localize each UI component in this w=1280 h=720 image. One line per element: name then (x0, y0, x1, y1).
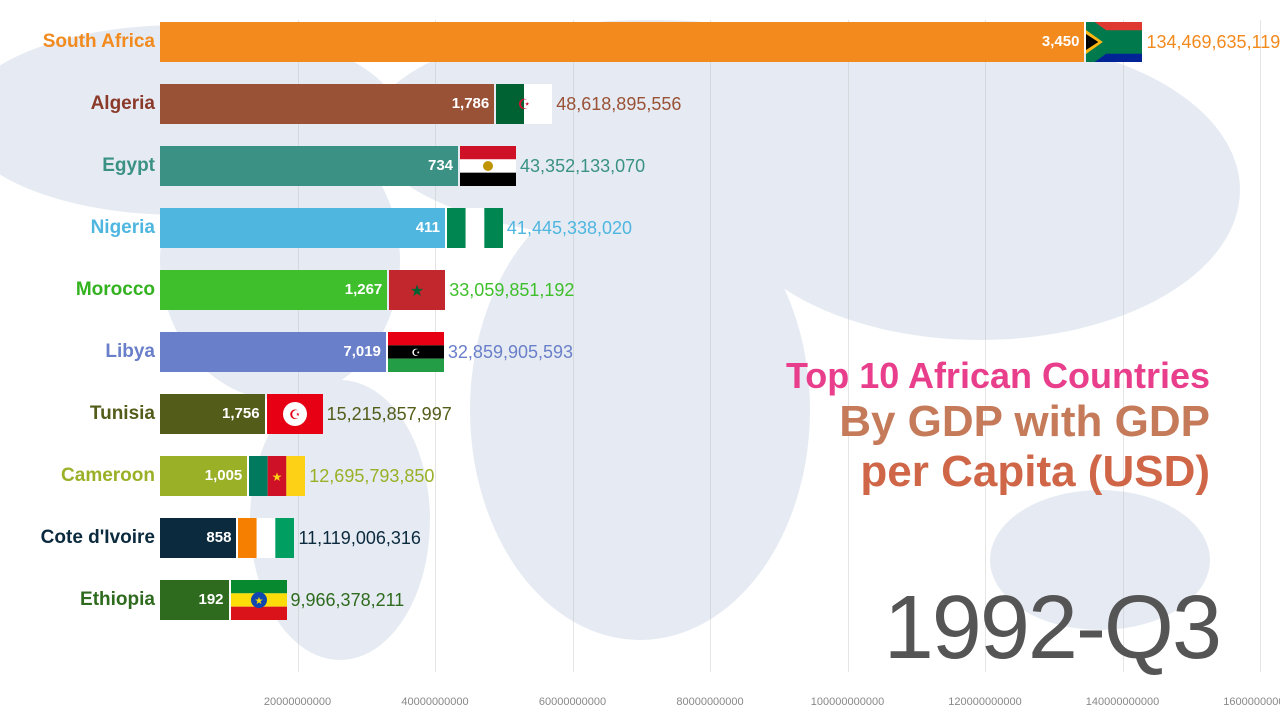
per-capita-value: 3,450 (1029, 33, 1079, 50)
title-line-3: per Capita (USD) (786, 447, 1210, 497)
country-label: Morocco (0, 279, 155, 301)
per-capita-value: 1,005 (192, 467, 242, 484)
svg-text:★: ★ (254, 596, 263, 607)
gdp-value: 134,469,635,119 (1146, 32, 1280, 53)
flag-icon: ☪ (388, 332, 444, 372)
svg-text:☪: ☪ (518, 96, 531, 112)
flag-icon: ★ (389, 270, 445, 310)
gdp-value: 48,618,895,556 (556, 94, 681, 115)
per-capita-value: 858 (181, 529, 231, 546)
country-label: Tunisia (0, 403, 155, 425)
svg-text:★: ★ (410, 283, 424, 300)
svg-text:☪: ☪ (289, 407, 301, 422)
flag-icon: ★ (249, 456, 305, 496)
axis-tick: 80000000000 (676, 696, 743, 708)
gdp-value: 41,445,338,020 (507, 218, 632, 239)
x-axis: 2000000000040000000000600000000008000000… (160, 689, 1260, 690)
svg-text:★: ★ (272, 470, 283, 484)
flag-icon: ☪ (496, 84, 552, 124)
axis-tick: 20000000000 (264, 696, 331, 708)
per-capita-value: 411 (390, 219, 440, 236)
gdp-value: 9,966,378,211 (291, 590, 405, 611)
country-label: Nigeria (0, 217, 155, 239)
gdp-value: 43,352,133,070 (520, 156, 645, 177)
per-capita-value: 734 (403, 157, 453, 174)
gdp-value: 32,859,905,593 (448, 342, 573, 363)
per-capita-value: 1,786 (439, 95, 489, 112)
per-capita-value: 1,267 (332, 281, 382, 298)
gdp-value: 33,059,851,192 (449, 280, 574, 301)
country-label: Cote d'Ivoire (0, 527, 155, 549)
country-label: South Africa (0, 31, 155, 53)
country-label: Ethiopia (0, 589, 155, 611)
per-capita-value: 7,019 (331, 343, 381, 360)
per-capita-value: 1,756 (210, 405, 260, 422)
flag-icon (238, 518, 294, 558)
axis-tick: 140000000000 (1086, 696, 1159, 708)
axis-tick: 160000000000 (1223, 696, 1280, 708)
flag-icon: ☪ (267, 394, 323, 434)
country-label: Algeria (0, 93, 155, 115)
gdp-bar (160, 22, 1084, 62)
flag-icon (447, 208, 503, 248)
gdp-value: 11,119,006,316 (298, 528, 420, 549)
axis-tick: 40000000000 (401, 696, 468, 708)
gdp-value: 15,215,857,997 (327, 404, 452, 425)
flag-icon (460, 146, 516, 186)
country-label: Egypt (0, 155, 155, 177)
axis-tick: 60000000000 (539, 696, 606, 708)
title-line-1: Top 10 African Countries (786, 355, 1210, 397)
axis-tick: 120000000000 (948, 696, 1021, 708)
period-label: 1992-Q3 (884, 577, 1220, 680)
axis-tick: 100000000000 (811, 696, 884, 708)
country-label: Libya (0, 341, 155, 363)
flag-icon (1086, 22, 1142, 62)
chart-title: Top 10 African Countries By GDP with GDP… (786, 355, 1210, 497)
title-line-2: By GDP with GDP (786, 397, 1210, 447)
country-label: Cameroon (0, 465, 155, 487)
svg-text:☪: ☪ (411, 348, 420, 359)
flag-icon: ★ (231, 580, 287, 620)
per-capita-value: 192 (174, 591, 224, 608)
gdp-value: 12,695,793,850 (309, 466, 434, 487)
